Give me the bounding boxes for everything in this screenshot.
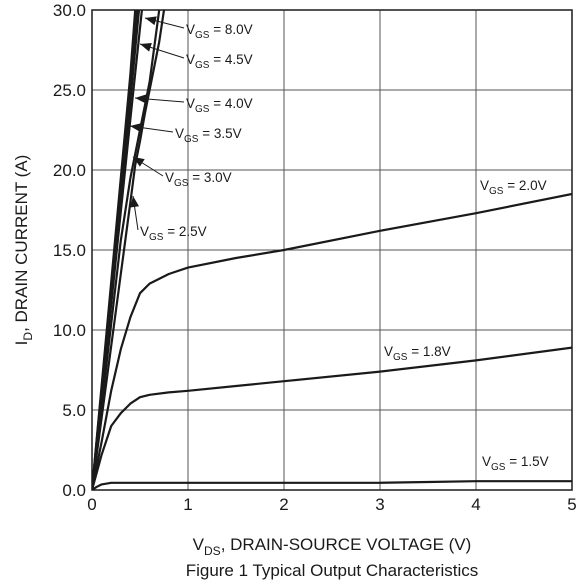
y-tick-label: 5.0: [62, 401, 86, 420]
y-tick-label: 15.0: [53, 241, 86, 260]
y-tick-label: 10.0: [53, 321, 86, 340]
y-tick-label: 25.0: [53, 81, 86, 100]
curve-label: VGS = 3.0V: [165, 170, 232, 189]
curve-label: VGS = 4.5V: [186, 52, 253, 71]
curve-label: VGS = 8.0V: [186, 22, 253, 41]
x-tick-label: 2: [279, 495, 288, 514]
curve-labels: VGS = 8.0V VGS = 4.5V VGS = 4.0V VGS = 3.5V…: [140, 22, 549, 473]
y-axis-title: ID, DRAIN CURRENT (A): [12, 155, 35, 346]
curve-label: VGS = 2.5V: [140, 224, 207, 243]
curve-label: VGS = 4.0V: [186, 96, 253, 115]
x-tick-label: 1: [183, 495, 192, 514]
arrow-head: [140, 43, 152, 52]
curve-label: VGS = 2.0V: [480, 178, 547, 197]
arrow-head: [133, 157, 145, 167]
curve-vgs-1-8v: [92, 346, 572, 490]
x-tick-label: 5: [567, 495, 576, 514]
curve-label: VGS = 3.5V: [175, 126, 242, 145]
arrow-head: [130, 196, 140, 208]
curve-vgs-2-0v: [92, 192, 572, 490]
plot-frame: [91, 9, 573, 491]
y-tick-label: 0.0: [62, 481, 86, 500]
arrow-head: [130, 123, 142, 132]
curve-vgs-1-5v: [92, 480, 572, 490]
curve-vgs-2-5v: [92, 10, 166, 490]
arrow-head: [135, 94, 147, 104]
x-tick-label: 0: [87, 495, 96, 514]
curve-label: VGS = 1.8V: [384, 344, 451, 363]
x-tick-label: 4: [471, 495, 480, 514]
x-tick-label: 3: [375, 495, 384, 514]
arrow-head: [145, 16, 157, 26]
curve-label: VGS = 1.5V: [482, 454, 549, 473]
y-tick-label: 30.0: [53, 1, 86, 20]
grid: [92, 10, 572, 490]
curve-vgs-3-0v: [92, 10, 161, 490]
figure-caption: Figure 1 Typical Output Characteristics: [186, 561, 479, 580]
x-tick-labels: 0 1 2 3 4 5: [87, 495, 576, 514]
y-tick-labels: 0.0 5.0 10.0 15.0 20.0 25.0 30.0: [53, 1, 86, 500]
x-axis-title: VDS, DRAIN-SOURCE VOLTAGE (V): [193, 535, 472, 558]
label-arrows: [129, 16, 185, 231]
y-tick-label: 20.0: [53, 161, 86, 180]
curves: [92, 10, 572, 490]
